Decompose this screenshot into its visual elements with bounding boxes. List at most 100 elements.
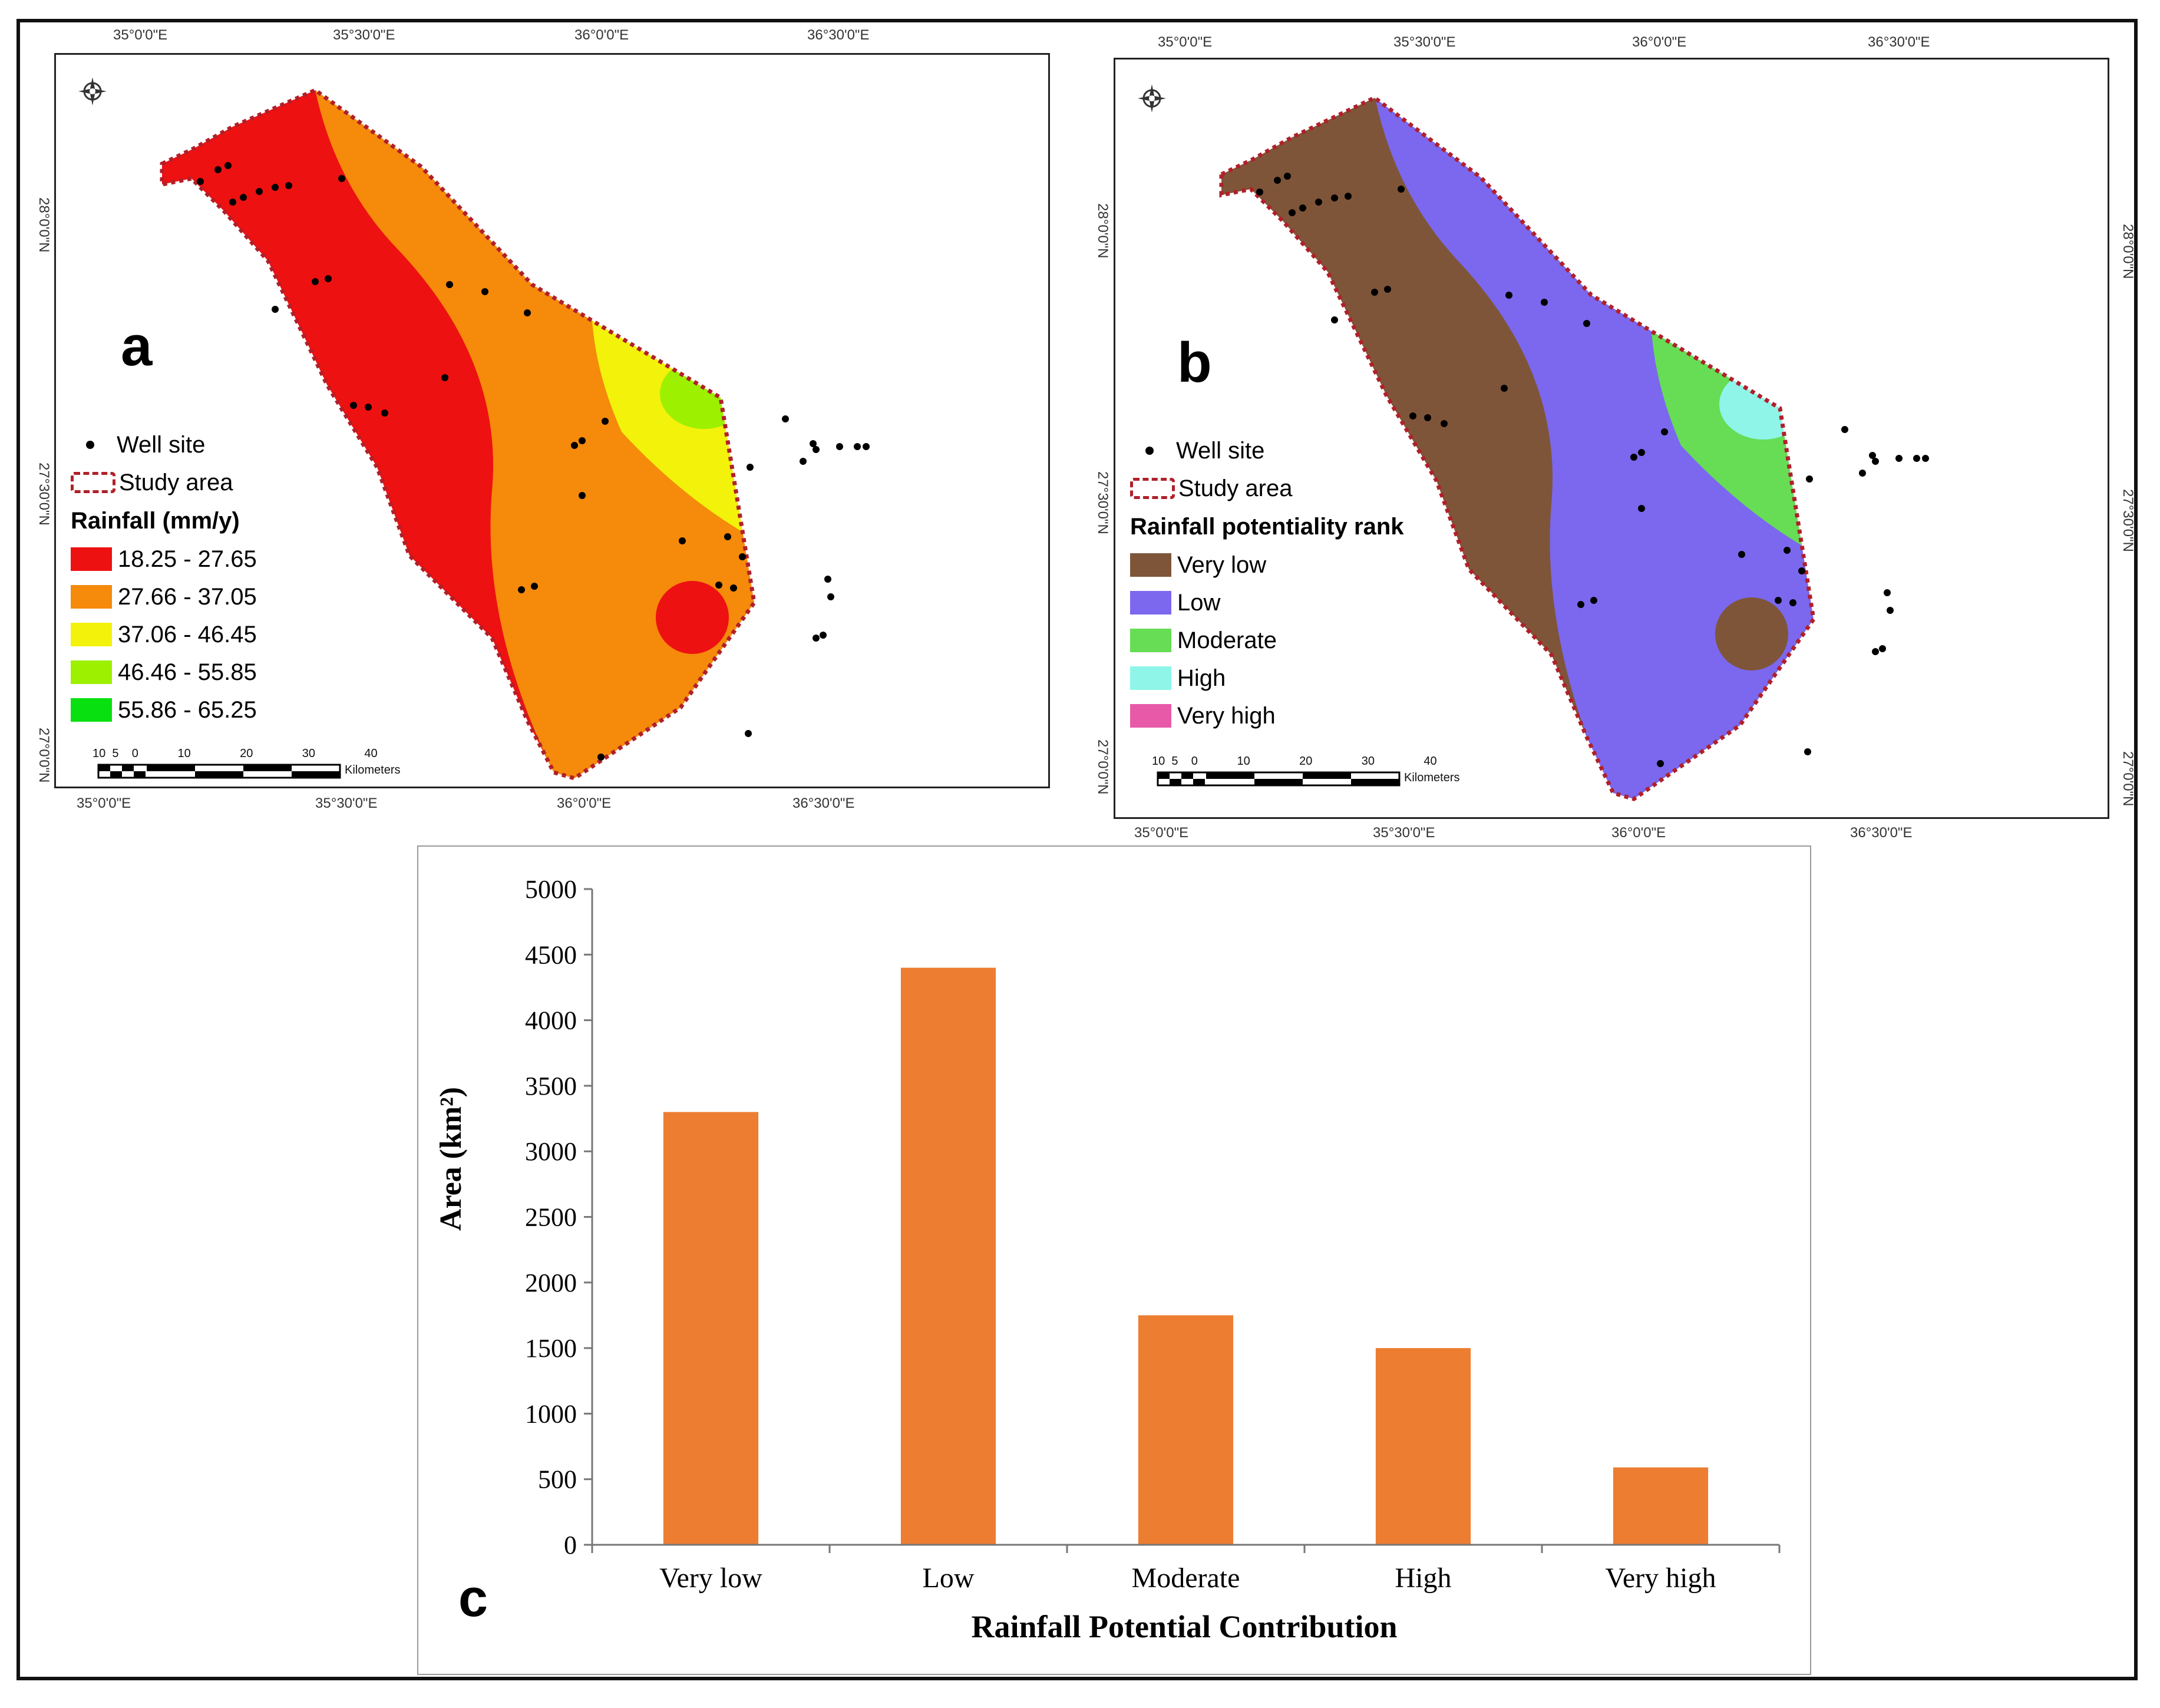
y-tick-label: 1500 [525,1334,577,1363]
lon-bottom-b-3: 36°0'0"E [1611,825,1666,841]
legend-class: Low [1177,589,1221,616]
bar-very-low [663,1112,759,1545]
legend-class: 27.66 - 37.05 [118,583,257,610]
y-tick-label: 1000 [525,1399,577,1428]
map-b-canvas [1138,84,2111,821]
panel-label-c: c [458,1569,488,1628]
well-site-icon [86,441,94,449]
lat-left-a-1: 28°0'0"N [36,197,52,253]
scale-ticks-a: 10 5 0 10 20 30 40 [93,747,378,760]
y-tick-label: 3000 [525,1137,577,1166]
bars [663,967,1709,1545]
legend-class: 55.86 - 65.25 [118,696,257,723]
well-sites-a [197,162,870,761]
lon-top-b-4: 36°30'0"E [1868,34,1930,50]
lat-right-b-1: 28°0'0"N [2120,224,2136,279]
bar-high [1375,1348,1471,1545]
legend-title-b: Rainfall potentiality rank [1130,513,1404,540]
y-tick-label: 4000 [525,1006,577,1035]
x-tick-label: Moderate [1132,1562,1240,1594]
bar-low [900,967,996,1545]
lon-top-a-4: 36°30'0"E [807,27,870,43]
x-tick-label: High [1395,1562,1452,1594]
lon-bottom-a-3: 36°0'0"E [557,795,612,811]
north-arrow-b [1138,84,1166,113]
x-tick-label: Low [923,1562,975,1594]
lat-left-b-2: 27°30'0"N [1095,471,1111,534]
x-axis-label: Rainfall Potential Contribution [971,1609,1397,1644]
legend-b: Well site Study area Rainfall potentiali… [1130,432,1404,735]
panel-label-a: a [121,315,153,378]
lon-top-b-3: 36°0'0"E [1632,34,1687,50]
panel-label-b: b [1177,331,1212,394]
legend-swatch [1130,704,1171,728]
legend-study-area: Study area [1178,475,1293,501]
x-tick-label: Very high [1606,1562,1716,1594]
lat-left-b-1: 28°0'0"N [1095,203,1111,259]
x-axis: Very low Low Moderate High Very high [591,1544,1781,1594]
legend-swatch [71,547,112,571]
lon-bottom-b-4: 36°30'0"E [1850,825,1913,841]
legend-swatch [71,660,112,684]
lon-top-b-1: 35°0'0"E [1158,34,1213,50]
y-tick-label: 3500 [525,1072,577,1101]
legend-swatch [71,698,112,722]
x-tick-label: Very low [659,1562,762,1594]
legend-class: High [1177,665,1226,691]
legend-study-area: Study area [119,469,233,495]
lat-left-a-2: 27°30'0"N [36,462,52,526]
study-area-icon [71,472,115,493]
lon-top-b-2: 35°30'0"E [1393,34,1456,50]
legend-well-site: Well site [117,431,206,458]
zone-a-class-4 [740,314,754,778]
legend-class: Very low [1177,551,1267,578]
lon-bottom-a-4: 36°30'0"E [792,795,855,811]
bar-very-high [1613,1467,1709,1545]
map-a-canvas [78,77,1052,790]
legend-a: Well site Study area Rainfall (mm/y) 18.… [71,426,257,729]
y-tick-label: 500 [538,1465,577,1494]
figure-frame [16,19,2138,1680]
legend-class: 18.25 - 27.65 [118,546,257,572]
chart-panel: 0 500 1000 1500 2000 2500 3000 3500 4000 4500 5000… [417,845,1811,1675]
lon-bottom-a-2: 35°30'0"E [315,795,378,811]
lon-top-a-1: 35°0'0"E [113,27,168,43]
lon-bottom-b-2: 35°30'0"E [1373,825,1435,841]
legend-class: Moderate [1177,627,1277,653]
legend-class: 37.06 - 46.45 [118,621,257,647]
zone-a-class-1-patch [656,581,729,654]
bar-moderate [1138,1315,1234,1545]
scale-bar-b [1157,771,1401,787]
zone-b-high [1799,325,1814,799]
scale-ticks-b: 10 5 0 10 20 30 40 [1152,755,1437,768]
lat-right-b-3: 27°0'0"N [2120,751,2136,807]
y-axis: 0 500 1000 1500 2000 2500 3000 3500 4000 4500 5000 [525,875,593,1560]
y-tick-label: 2500 [525,1203,577,1232]
legend-title-a: Rainfall (mm/y) [71,507,240,534]
legend-class: 46.46 - 55.85 [118,659,257,685]
bar-chart: 0 500 1000 1500 2000 2500 3000 3500 4000 4500 5000… [434,875,1781,1644]
north-arrow-a [78,77,107,105]
zone-a-class-5 [857,385,1052,790]
lat-left-a-3: 27°0'0"N [36,728,52,783]
legend-swatch [1130,629,1171,652]
well-sites-b [1256,173,1929,767]
scale-bar-a [97,764,341,779]
well-site-icon [1145,447,1154,455]
y-tick-label: 2000 [525,1268,577,1297]
legend-swatch [1130,591,1171,615]
zone-b-very-high [1917,395,2111,821]
study-area-icon [1130,478,1175,499]
legend-swatch [71,585,112,609]
map-b-panel: b Well site Study area Rainfall potentia… [1114,58,2109,819]
lat-right-b-2: 27°30'0"N [2120,489,2136,552]
legend-well-site: Well site [1176,437,1265,464]
legend-swatch [1130,553,1171,577]
lon-top-a-3: 36°0'0"E [574,27,629,43]
scale-unit-a: Kilometers [345,764,401,777]
lon-bottom-b-1: 35°0'0"E [1134,825,1189,841]
zone-b-very-low-patch [1715,597,1788,670]
y-tick-label: 5000 [525,875,577,904]
y-axis-label: Area (km²) [434,1087,468,1231]
y-tick-label: 4500 [525,940,577,969]
